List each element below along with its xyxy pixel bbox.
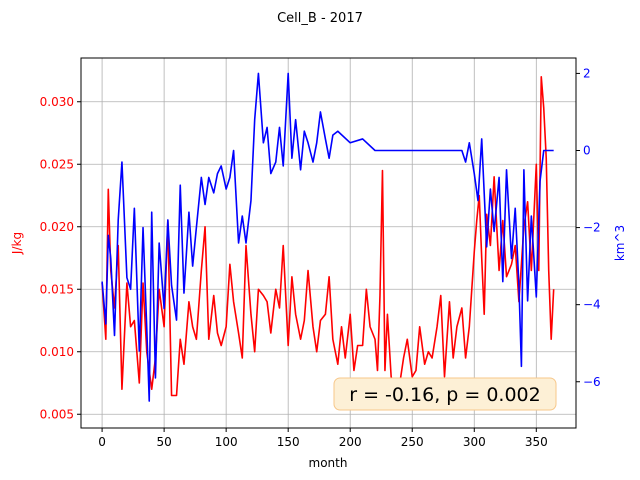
plot-frame [80,57,577,429]
left-tick-label: 0.025 [40,157,74,171]
right-tick-label: −4 [583,298,601,312]
right-tick-label: 0 [583,144,591,158]
x-tick-label: 50 [156,435,171,449]
x-tick-label: 0 [98,435,106,449]
right-tick-label: 2 [583,66,591,80]
left-tick-label: 0.005 [40,407,74,421]
right-tick-label: −6 [583,375,601,389]
annotation-box [333,377,557,411]
grid [81,58,576,428]
right-series-line [101,72,554,402]
left-series [101,75,555,397]
x-tick-label: 100 [215,435,238,449]
left-series-line [101,75,555,397]
x-tick-label: 200 [339,435,362,449]
x-tick-label: 350 [525,435,548,449]
left-y-axis: 0.005 0.010 0.015 0.020 0.025 0.030 [40,95,81,421]
stats-annotation: r = -0.16, p = 0.002 [333,377,557,411]
left-tick-label: 0.020 [40,220,74,234]
left-tick-label: 0.015 [40,282,74,296]
right-y-axis-label: km^3 [613,225,627,261]
x-tick-label: 150 [277,435,300,449]
chart-title: Cell_B - 2017 [277,11,363,26]
x-tick-label: 300 [463,435,486,449]
left-y-axis-label: J/kg [10,232,24,255]
annotation-text: r = -0.16, p = 0.002 [349,384,541,406]
right-y-axis: −6 −4 −2 0 2 [576,66,601,389]
left-tick-label: 0.030 [40,95,74,109]
x-axis-label: month [309,456,348,470]
x-axis: 0 50 100 150 200 250 300 350 [98,428,548,449]
x-tick-label: 250 [401,435,424,449]
right-tick-label: −2 [583,221,601,235]
left-tick-label: 0.010 [40,345,74,359]
right-series [101,72,554,402]
